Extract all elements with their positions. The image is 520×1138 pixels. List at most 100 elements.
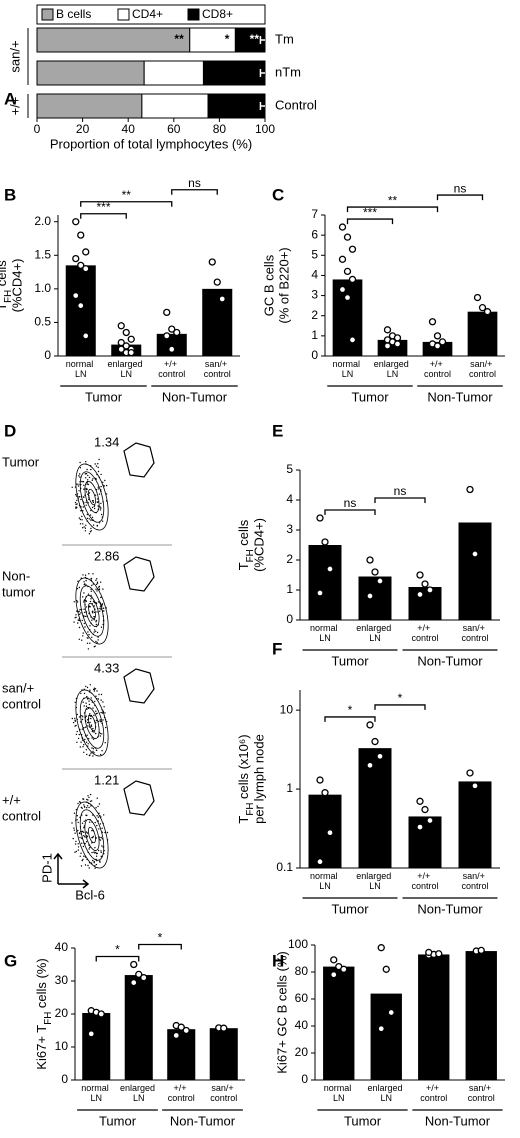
event-dot xyxy=(96,578,98,580)
event-dot xyxy=(105,484,108,487)
event-dot xyxy=(74,719,76,721)
event-dot xyxy=(88,703,91,706)
event-dot xyxy=(86,814,88,817)
event-dot xyxy=(92,707,94,709)
data-point xyxy=(416,571,424,579)
event-dot xyxy=(75,850,78,853)
y-tick-label: 60 xyxy=(295,991,309,1005)
event-dot xyxy=(87,648,90,650)
event-dot xyxy=(87,743,89,745)
event-dot xyxy=(91,619,93,621)
event-dot xyxy=(87,795,89,797)
event-dot xyxy=(80,837,83,839)
event-dot xyxy=(99,735,102,737)
event-dot xyxy=(89,846,91,849)
y-axis-label: TFH cells xyxy=(236,519,256,570)
event-dot xyxy=(96,581,99,583)
event-dot xyxy=(88,738,90,740)
event-dot xyxy=(97,466,99,469)
event-dot xyxy=(93,616,95,618)
event-dot xyxy=(88,533,91,535)
data-point xyxy=(426,816,434,825)
event-dot xyxy=(80,510,82,512)
event-dot xyxy=(97,849,100,852)
contour xyxy=(88,602,96,620)
event-dot xyxy=(97,601,100,603)
event-dot xyxy=(99,839,102,841)
y-axis-label: per lymph node xyxy=(251,734,266,824)
event-dot xyxy=(92,731,94,733)
event-dot xyxy=(89,625,91,627)
data-point xyxy=(383,326,392,334)
event-dot xyxy=(83,622,86,625)
significance-label: ns xyxy=(188,176,201,190)
data-point xyxy=(135,970,143,979)
event-dot xyxy=(79,608,81,611)
data-point xyxy=(483,308,492,316)
bar xyxy=(370,993,402,1080)
bar xyxy=(465,951,497,1080)
event-dot xyxy=(85,715,87,717)
event-dot xyxy=(85,841,88,843)
y-tick-label: 5 xyxy=(311,247,318,261)
data-point xyxy=(326,565,334,573)
bar xyxy=(202,288,233,356)
event-dot xyxy=(79,721,82,723)
event-dot xyxy=(83,827,85,829)
event-dot xyxy=(78,613,81,615)
event-dot xyxy=(98,522,101,524)
event-dot xyxy=(90,697,92,699)
significance-label: ** xyxy=(122,188,132,202)
significance-label: ns xyxy=(394,484,407,498)
event-dot xyxy=(83,599,85,602)
group-label: san/+ xyxy=(7,40,22,72)
significance-bracket xyxy=(346,218,394,225)
bar-segment xyxy=(207,93,266,119)
event-dot xyxy=(100,753,102,756)
data-point xyxy=(117,338,125,347)
bar xyxy=(458,522,492,620)
bar xyxy=(308,794,342,868)
event-dot xyxy=(77,622,79,624)
data-point xyxy=(416,797,424,805)
event-dot xyxy=(79,836,81,839)
data-point xyxy=(471,550,479,558)
data-point xyxy=(433,332,442,340)
event-dot xyxy=(82,527,84,529)
event-dot xyxy=(76,815,79,817)
event-dot xyxy=(87,864,89,867)
event-dot xyxy=(81,859,83,862)
significance-bracket xyxy=(324,716,376,722)
data-point xyxy=(377,1025,385,1033)
event-dot xyxy=(80,852,82,854)
event-dot xyxy=(84,864,87,866)
axis-arrows xyxy=(53,852,90,889)
event-dot xyxy=(102,588,104,590)
event-dot xyxy=(87,725,89,727)
event-dot xyxy=(95,588,97,590)
data-point xyxy=(130,960,138,969)
bar xyxy=(358,576,392,620)
event-dot xyxy=(90,805,92,807)
event-dot xyxy=(103,706,105,708)
event-dot xyxy=(102,607,105,609)
event-dot xyxy=(89,721,91,724)
event-dot xyxy=(86,513,89,516)
significance-label: *** xyxy=(96,200,110,214)
event-dot xyxy=(79,746,82,748)
event-dot xyxy=(84,738,86,741)
event-dot xyxy=(93,752,95,754)
panel-letter: H xyxy=(272,951,284,970)
data-point xyxy=(376,577,384,585)
data-point xyxy=(82,248,90,256)
event-dot xyxy=(93,690,96,692)
event-dot xyxy=(76,600,78,602)
significance-label: * xyxy=(158,931,163,945)
legend-swatch xyxy=(187,8,200,21)
bar xyxy=(467,311,498,356)
event-dot xyxy=(92,573,94,575)
event-dot xyxy=(83,484,85,486)
event-dot xyxy=(88,492,91,494)
x-tick-label: 40 xyxy=(122,122,136,136)
event-dot xyxy=(100,693,103,696)
